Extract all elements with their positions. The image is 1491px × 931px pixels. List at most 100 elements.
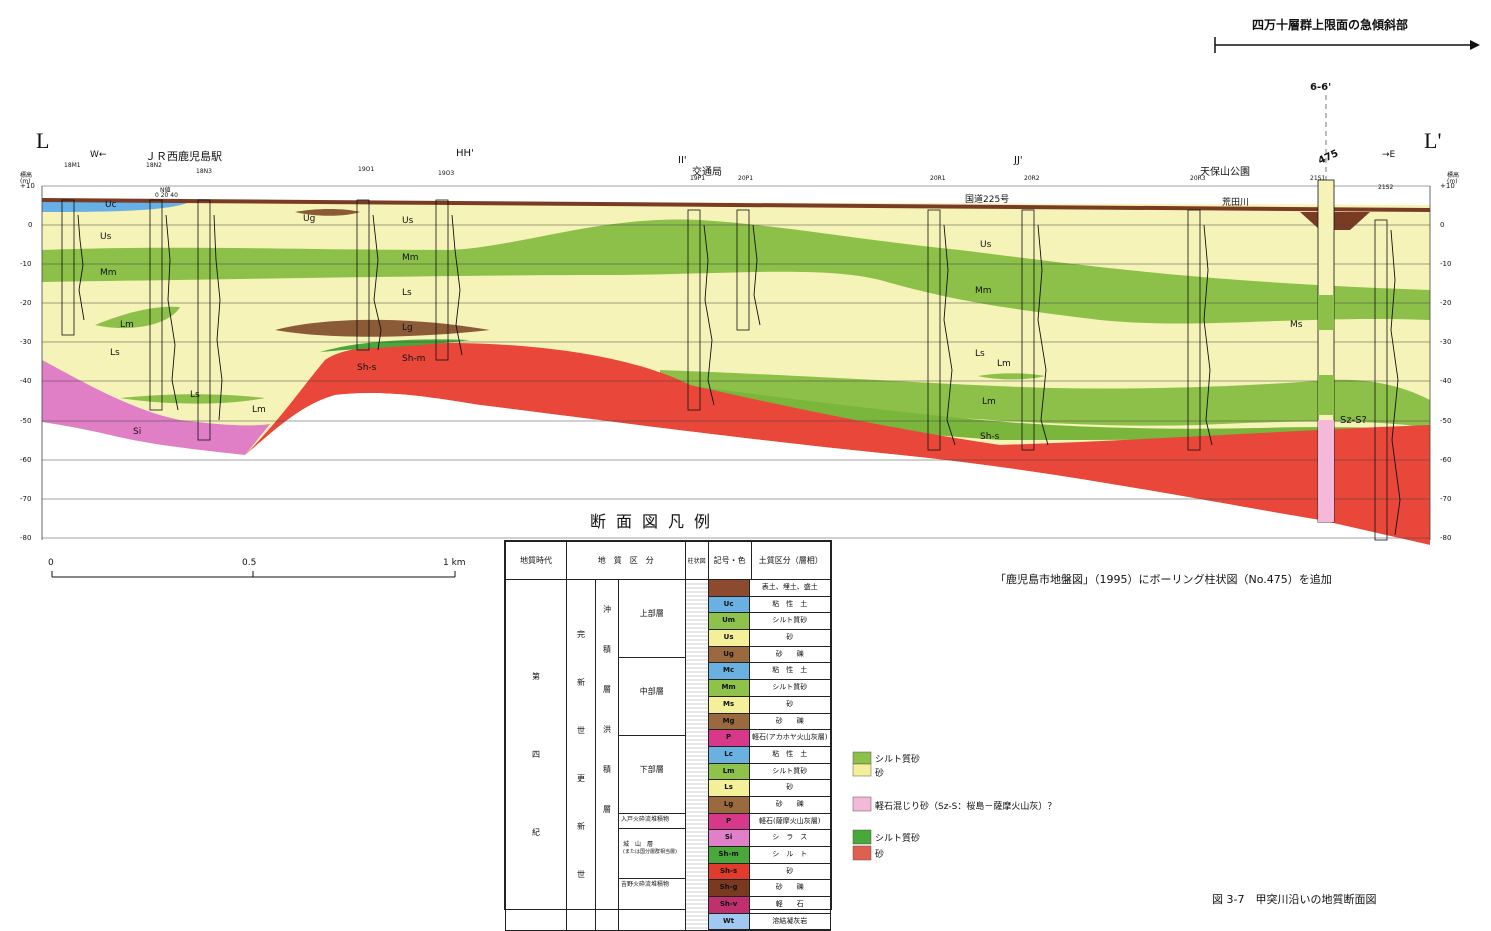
legend-row: Sh-m シ ル ト (708, 847, 830, 864)
layer-label: Ls (975, 349, 985, 359)
legend-column-symbols (684, 578, 709, 931)
legend-epoch: 完 (577, 630, 585, 640)
borehole-id: 20R3 (1190, 175, 1206, 182)
legend-description: 砂 (786, 866, 794, 875)
legend-row: Wt 溶結凝灰岩 (708, 913, 830, 931)
grid-lines (42, 185, 1430, 539)
legend-row: Uc 粘 性 土 (708, 596, 830, 614)
y-tick: -30 (20, 338, 32, 346)
scale-zero: 0 (48, 558, 54, 568)
y-axis-unit-left: (m) (20, 178, 31, 185)
legend-code-swatch: P (708, 730, 750, 746)
legend-code-swatch: Mg (708, 713, 750, 730)
layer-label: Sh-m (402, 354, 426, 364)
legend-code-swatch: Sh-m (708, 847, 750, 863)
y-tick-right: -50 (1440, 417, 1452, 425)
layer-label: Ms (1290, 320, 1303, 330)
layer-label: Lm (997, 359, 1011, 369)
layer-label: Sh-s (357, 363, 377, 373)
legend-code-swatch: Mc (708, 663, 750, 680)
legend-code-swatch: Sh-v (708, 897, 750, 913)
legend-row: Sh-g 砂 礫 (708, 880, 830, 898)
y-tick: -60 (20, 456, 32, 464)
y-tick-right: +10 (1440, 182, 1455, 190)
y-tick-right: -10 (1440, 260, 1452, 268)
n-value-curves (77, 214, 1401, 536)
landmark-kotsukyoku: 交通局 (692, 167, 722, 178)
cross-line-ii: II' (678, 155, 687, 166)
n-value-ticks: 0 20 40 (155, 192, 178, 199)
cross-line-hh: HH' (456, 148, 474, 159)
layer-shm-strip (320, 339, 470, 352)
borehole-id: 18N3 (196, 168, 212, 175)
layer-label: Us (402, 216, 414, 226)
borehole-20R3 (1187, 209, 1201, 451)
legend-code-swatch: Sh-g (708, 880, 750, 897)
legend-row: Us 砂 (708, 630, 830, 647)
layer-label: Ls (110, 348, 120, 358)
legend-row: Sh-s 砂 (708, 863, 830, 881)
borehole-18N3 (197, 199, 211, 441)
legend-era: 四 (532, 750, 540, 760)
legend-description: 粘 性 土 (772, 749, 808, 758)
legend-row: Ls 砂 (708, 780, 830, 797)
legend-description: シルト質砂 (772, 616, 808, 625)
legend-description: 砂 (786, 783, 794, 792)
layer-label: Mm (100, 268, 117, 278)
legend-code-swatch: Mm (708, 680, 750, 696)
layer-fill-surface (42, 198, 1430, 212)
legend-code-swatch: Uc (708, 596, 750, 613)
legend-row: P 軽石(薩摩火山灰層) (708, 813, 830, 831)
y-tick: +10 (20, 182, 35, 190)
borehole-19O1 (356, 199, 370, 351)
layer-label: Lm (252, 405, 266, 415)
legend-row: Mm シルト質砂 (708, 680, 830, 697)
legend-description: 粘 性 土 (772, 666, 808, 675)
legend-row: P 軽石(アカホヤ火山灰層) (708, 730, 830, 747)
legend-description: 砂 礫 (775, 649, 804, 658)
legend-code-swatch: Ms (708, 696, 750, 713)
section-point-label: 6-6' (1310, 82, 1332, 93)
borehole-id: 18N2 (146, 162, 162, 169)
legend-row: Lc 粘 性 土 (708, 746, 830, 764)
borehole-id: 19O3 (438, 170, 455, 177)
n-value-label: N値 (160, 187, 171, 194)
east-label: →E (1382, 150, 1396, 160)
legend-unit-shiroyama-note: (または国分層群相当層) (623, 849, 677, 855)
layer-lm-lens-left2 (120, 394, 265, 404)
legend-unit-ito: 入戸火砕流堆積物 (619, 814, 685, 829)
layer-label: Us (100, 232, 112, 242)
legend-subgroup: 上部層 (619, 580, 685, 658)
legend-description: 粘 性 土 (772, 599, 808, 608)
legend-description: 砂 礫 (775, 716, 804, 725)
borehole-19P1 (687, 209, 701, 411)
figure-caption: 図 3-7 甲突川沿いの地質断面図 (1212, 893, 1377, 906)
layer-label: Ls (190, 390, 200, 400)
legend-code-swatch: Lg (708, 796, 750, 813)
borehole-id: 20R2 (1024, 175, 1040, 182)
borehole-id: 19O1 (358, 166, 375, 173)
y-tick-right: -70 (1440, 495, 1452, 503)
y-axis-title-right: 標高 (1447, 172, 1460, 179)
legend-header: 記号・色 (707, 541, 752, 580)
legend-epoch: 新 (577, 678, 585, 688)
borehole-20R1 (927, 209, 941, 451)
west-label: W← (90, 150, 107, 160)
extra-legend-label: 軽石混じり砂（Sz-S：桜島－薩摩火山灰）？ (875, 802, 1057, 812)
borehole-id: 20P1 (738, 175, 754, 182)
note: 「鹿児島市地盤図」（1995）にボーリング柱状図（No.475）を追加 (995, 573, 1332, 586)
legend-description: 軽 石 (775, 900, 804, 909)
scale-mid: 0.5 (242, 558, 257, 568)
legend-row: Mc 粘 性 土 (708, 663, 830, 681)
legend-header: 柱状図 (684, 541, 709, 580)
layer-shs-red (245, 343, 1430, 545)
legend-description: シ ル ト (772, 850, 808, 858)
legend-table: 地質時代 地 質 区 分 柱状図 記号・色 土質区分（層相） 第 四 紀 完 新… (504, 540, 832, 931)
legend-code-swatch: Lc (708, 746, 750, 763)
legend-description: 溶結凝灰岩 (772, 916, 808, 925)
y-tick-right: -40 (1440, 377, 1452, 385)
legend-description: 砂 (786, 633, 794, 642)
legend-era: 紀 (532, 828, 540, 838)
y-tick: -10 (20, 260, 32, 268)
